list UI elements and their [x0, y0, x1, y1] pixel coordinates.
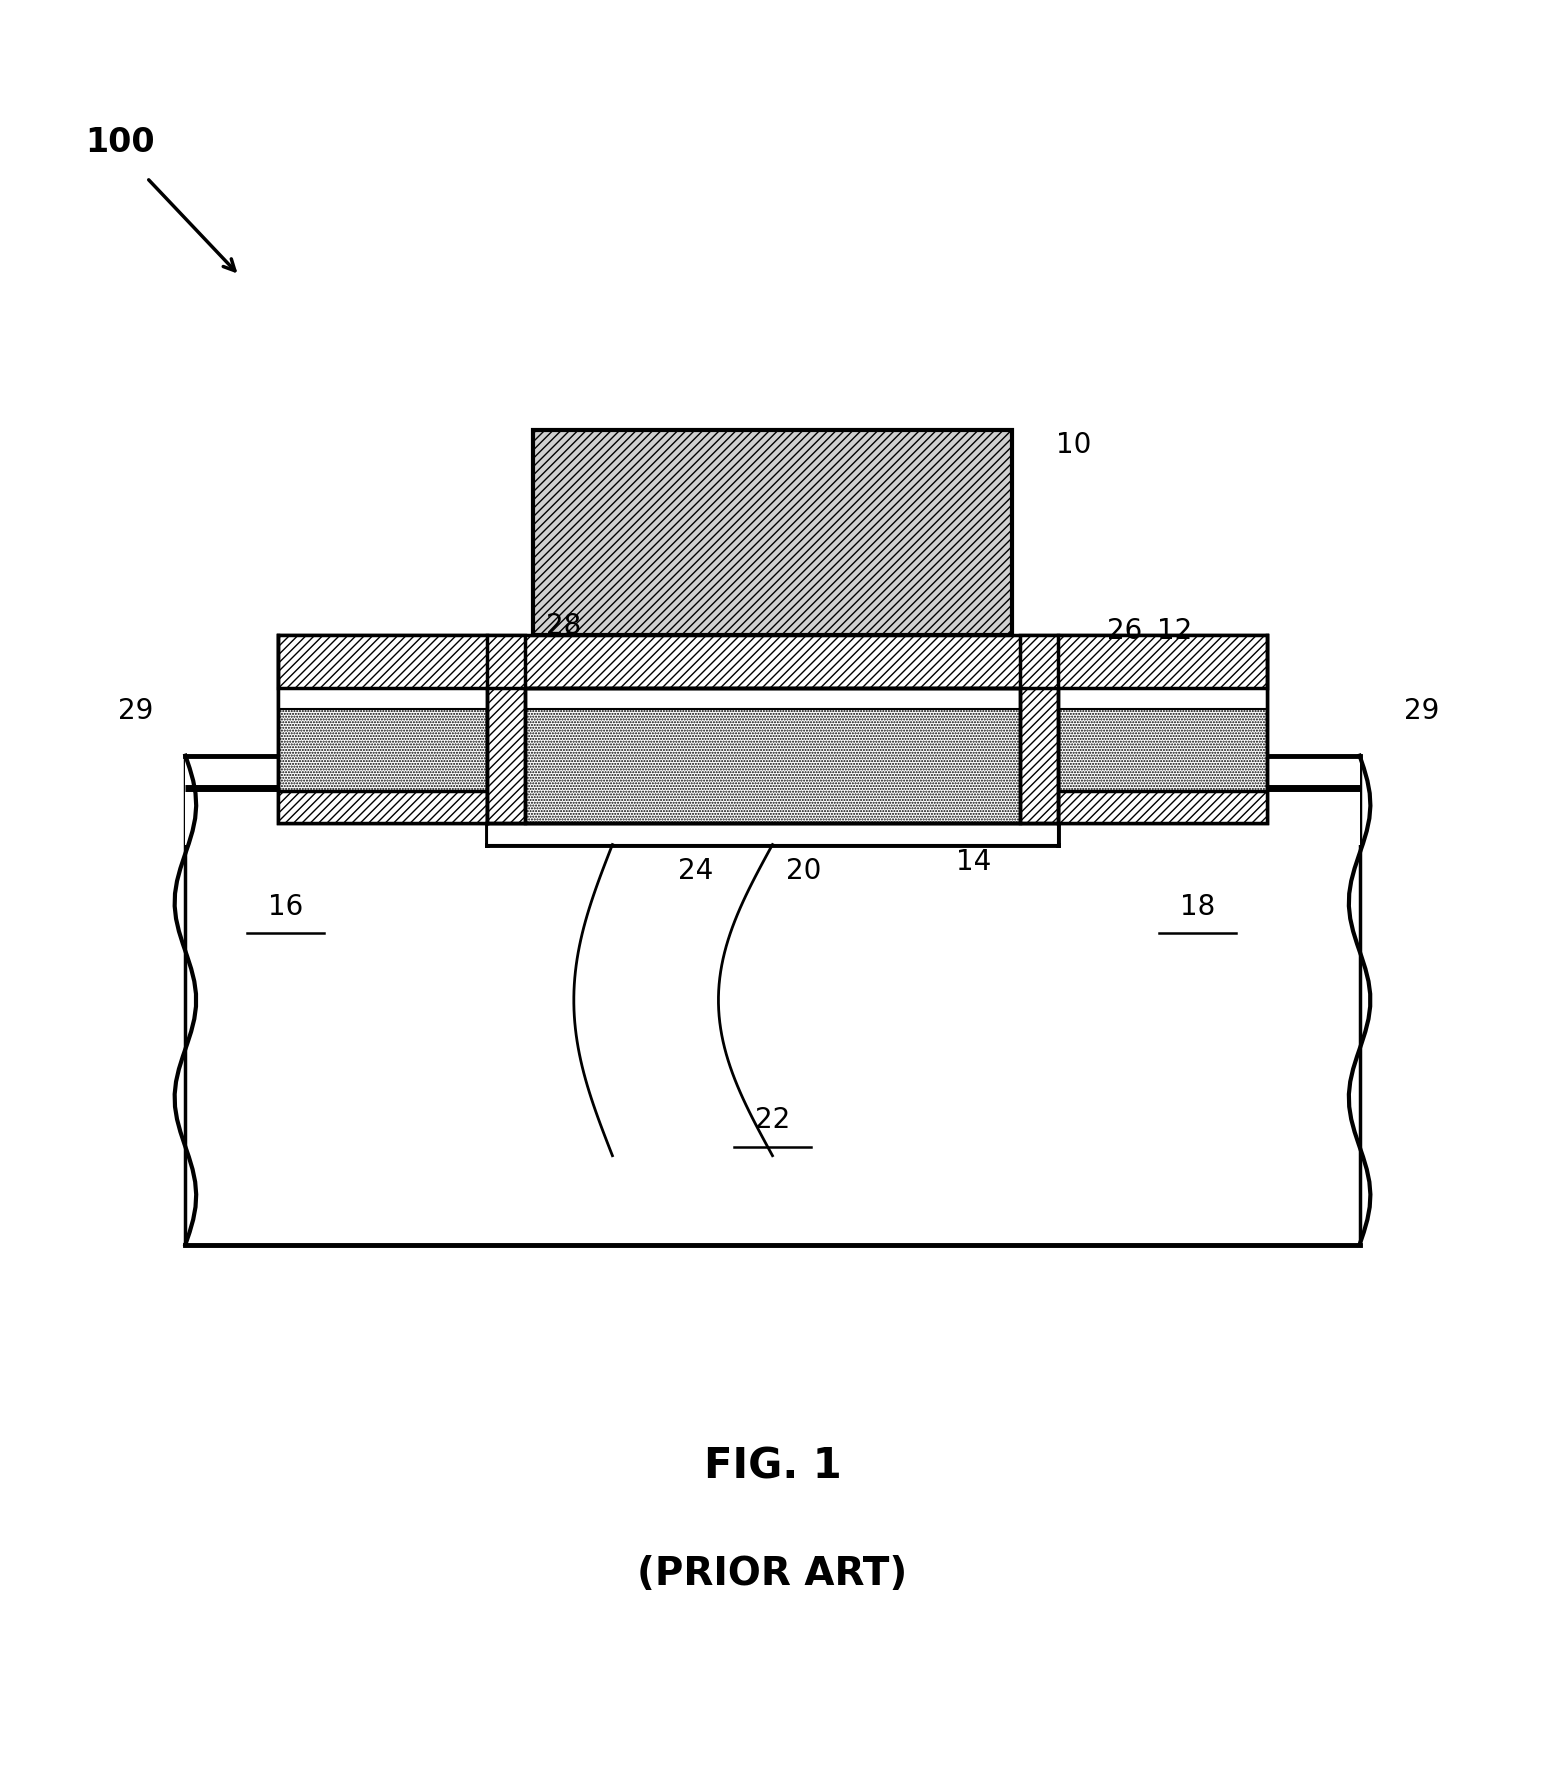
Bar — [1058, 635, 1267, 823]
Text: 18: 18 — [1180, 893, 1214, 921]
Text: 20: 20 — [786, 857, 820, 885]
Bar — [185, 756, 1360, 1245]
Bar — [487, 823, 1058, 845]
Text: 10: 10 — [1057, 430, 1091, 459]
Bar — [487, 688, 1058, 823]
Bar — [1020, 635, 1058, 823]
Bar — [278, 688, 1267, 709]
Text: 29: 29 — [119, 697, 153, 725]
Text: 26: 26 — [1108, 617, 1142, 645]
Bar — [487, 635, 525, 823]
Text: 24: 24 — [678, 857, 712, 885]
Text: 28: 28 — [547, 612, 581, 640]
Text: 12: 12 — [1157, 617, 1191, 645]
Bar — [278, 635, 1267, 688]
Text: 14: 14 — [956, 848, 990, 877]
Bar — [1058, 791, 1267, 823]
Bar — [278, 791, 487, 823]
Text: 22: 22 — [756, 1106, 789, 1134]
Bar — [533, 430, 1012, 635]
Text: 29: 29 — [1404, 697, 1438, 725]
Text: FIG. 1: FIG. 1 — [703, 1446, 842, 1488]
Text: 100: 100 — [85, 126, 154, 158]
Bar — [1058, 756, 1360, 845]
Text: 16: 16 — [269, 893, 303, 921]
Bar — [525, 688, 1020, 823]
Bar — [185, 756, 487, 845]
Bar — [278, 635, 487, 823]
Text: (PRIOR ART): (PRIOR ART) — [638, 1554, 907, 1593]
